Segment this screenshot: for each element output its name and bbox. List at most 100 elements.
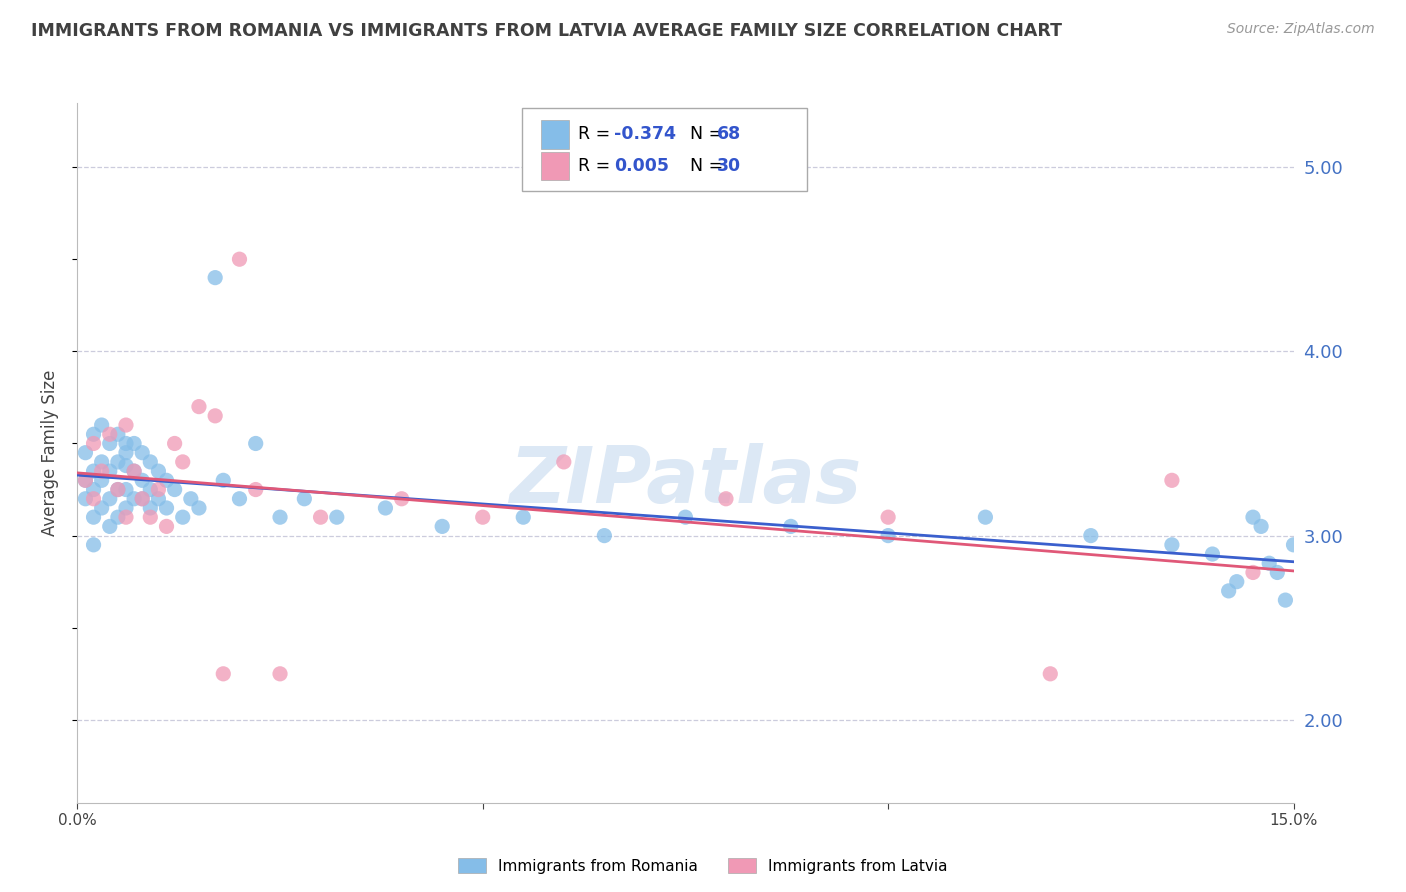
Point	[115, 510, 138, 524]
Point	[98, 519, 121, 533]
Point	[553, 455, 575, 469]
Point	[172, 510, 194, 524]
Point	[1265, 566, 1288, 580]
Point	[98, 464, 121, 478]
Point	[1039, 666, 1062, 681]
Y-axis label: Average Family Size: Average Family Size	[41, 369, 59, 536]
Text: N =: N =	[679, 125, 728, 144]
Point	[115, 446, 138, 460]
Point	[107, 483, 129, 497]
Point	[188, 400, 211, 414]
Point	[512, 510, 534, 524]
Point	[83, 464, 105, 478]
Text: N =: N =	[679, 157, 728, 175]
Point	[212, 473, 235, 487]
Point	[1250, 519, 1272, 533]
Point	[139, 500, 162, 515]
Text: 68: 68	[717, 125, 741, 144]
Point	[593, 528, 616, 542]
Point	[83, 436, 105, 450]
Point	[204, 409, 226, 423]
Text: 0.005: 0.005	[614, 157, 669, 175]
Point	[228, 491, 250, 506]
Point	[131, 491, 153, 506]
Point	[122, 491, 145, 506]
Point	[374, 500, 396, 515]
Point	[83, 427, 105, 442]
Point	[779, 519, 801, 533]
Point	[1218, 583, 1240, 598]
Point	[188, 500, 211, 515]
Point	[90, 473, 112, 487]
Point	[83, 491, 105, 506]
Point	[1161, 473, 1184, 487]
Text: IMMIGRANTS FROM ROMANIA VS IMMIGRANTS FROM LATVIA AVERAGE FAMILY SIZE CORRELATIO: IMMIGRANTS FROM ROMANIA VS IMMIGRANTS FR…	[31, 22, 1062, 40]
Point	[131, 491, 153, 506]
Point	[115, 483, 138, 497]
Point	[115, 458, 138, 473]
Point	[1226, 574, 1249, 589]
Text: R =: R =	[578, 125, 616, 144]
Point	[877, 510, 900, 524]
Point	[204, 270, 226, 285]
Point	[245, 436, 267, 450]
Text: Source: ZipAtlas.com: Source: ZipAtlas.com	[1227, 22, 1375, 37]
Point	[115, 418, 138, 433]
Point	[675, 510, 697, 524]
Text: R =: R =	[578, 157, 616, 175]
Point	[131, 473, 153, 487]
Point	[155, 519, 177, 533]
Point	[155, 500, 177, 515]
Point	[326, 510, 349, 524]
Point	[75, 491, 97, 506]
Point	[877, 528, 900, 542]
Point	[228, 252, 250, 267]
Point	[139, 510, 162, 524]
Legend: Immigrants from Romania, Immigrants from Latvia: Immigrants from Romania, Immigrants from…	[453, 852, 953, 880]
Point	[391, 491, 413, 506]
Point	[107, 483, 129, 497]
Point	[714, 491, 737, 506]
Point	[172, 455, 194, 469]
Point	[1241, 566, 1264, 580]
Point	[1258, 556, 1281, 570]
Point	[430, 519, 453, 533]
Point	[98, 436, 121, 450]
Point	[1080, 528, 1102, 542]
Point	[1282, 538, 1305, 552]
Point	[75, 446, 97, 460]
Point	[83, 538, 105, 552]
Point	[139, 455, 162, 469]
Point	[98, 427, 121, 442]
Point	[309, 510, 332, 524]
Point	[269, 666, 291, 681]
Point	[212, 666, 235, 681]
Point	[83, 483, 105, 497]
Point	[139, 483, 162, 497]
Point	[1201, 547, 1223, 561]
Text: 30: 30	[717, 157, 741, 175]
Point	[98, 491, 121, 506]
Point	[115, 436, 138, 450]
Point	[163, 483, 186, 497]
Text: ZIPatlas: ZIPatlas	[509, 442, 862, 519]
Point	[107, 510, 129, 524]
Point	[75, 473, 97, 487]
Point	[122, 436, 145, 450]
Point	[269, 510, 291, 524]
Point	[90, 500, 112, 515]
Point	[122, 464, 145, 478]
Point	[107, 427, 129, 442]
Point	[1241, 510, 1264, 524]
Point	[1161, 538, 1184, 552]
Point	[122, 464, 145, 478]
Point	[148, 491, 170, 506]
Point	[115, 500, 138, 515]
Point	[974, 510, 997, 524]
Point	[163, 436, 186, 450]
Point	[90, 455, 112, 469]
Point	[1274, 593, 1296, 607]
Point	[148, 464, 170, 478]
Point	[471, 510, 494, 524]
Point	[75, 473, 97, 487]
